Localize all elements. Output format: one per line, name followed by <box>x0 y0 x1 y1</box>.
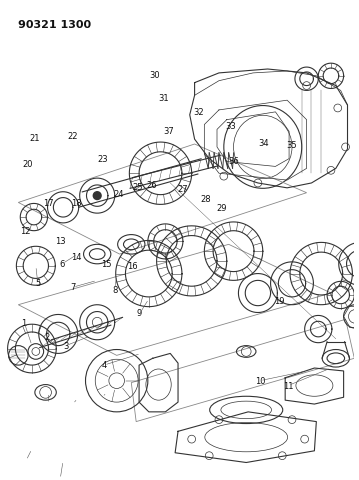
Text: 5: 5 <box>35 279 41 288</box>
Text: 15: 15 <box>101 260 111 269</box>
Text: 14: 14 <box>71 253 81 262</box>
Text: 21: 21 <box>29 134 39 143</box>
Text: 36: 36 <box>228 157 239 166</box>
Text: 25: 25 <box>132 183 143 192</box>
Text: 35: 35 <box>286 141 297 150</box>
Text: 29: 29 <box>216 204 227 213</box>
Text: 12: 12 <box>20 228 31 236</box>
Text: 10: 10 <box>255 377 265 386</box>
Text: 26: 26 <box>146 180 157 190</box>
Text: 2: 2 <box>44 333 49 342</box>
Text: 20: 20 <box>22 159 33 168</box>
Text: 32: 32 <box>194 108 204 117</box>
Text: 13: 13 <box>55 237 66 246</box>
Text: 33: 33 <box>225 122 236 131</box>
Text: 11: 11 <box>283 382 293 391</box>
Text: 31: 31 <box>158 94 169 103</box>
Text: 37: 37 <box>164 127 174 136</box>
Text: 18: 18 <box>71 199 81 208</box>
Text: 4: 4 <box>102 360 107 370</box>
Text: 9: 9 <box>137 309 142 318</box>
Text: 3: 3 <box>63 342 69 351</box>
Text: 90321 1300: 90321 1300 <box>18 20 92 30</box>
Circle shape <box>93 192 101 200</box>
Text: 30: 30 <box>150 71 160 80</box>
Text: 28: 28 <box>200 194 211 204</box>
Text: 17: 17 <box>43 199 54 208</box>
Text: 19: 19 <box>274 298 284 307</box>
Text: 34: 34 <box>258 139 269 147</box>
Text: 22: 22 <box>67 132 78 141</box>
Text: 27: 27 <box>178 185 188 194</box>
Text: 24: 24 <box>113 190 123 199</box>
Text: 6: 6 <box>60 260 65 269</box>
Text: 23: 23 <box>97 155 108 164</box>
Text: 8: 8 <box>112 286 117 295</box>
Text: 1: 1 <box>21 319 27 327</box>
Text: 7: 7 <box>70 284 75 292</box>
Text: 16: 16 <box>127 263 137 271</box>
